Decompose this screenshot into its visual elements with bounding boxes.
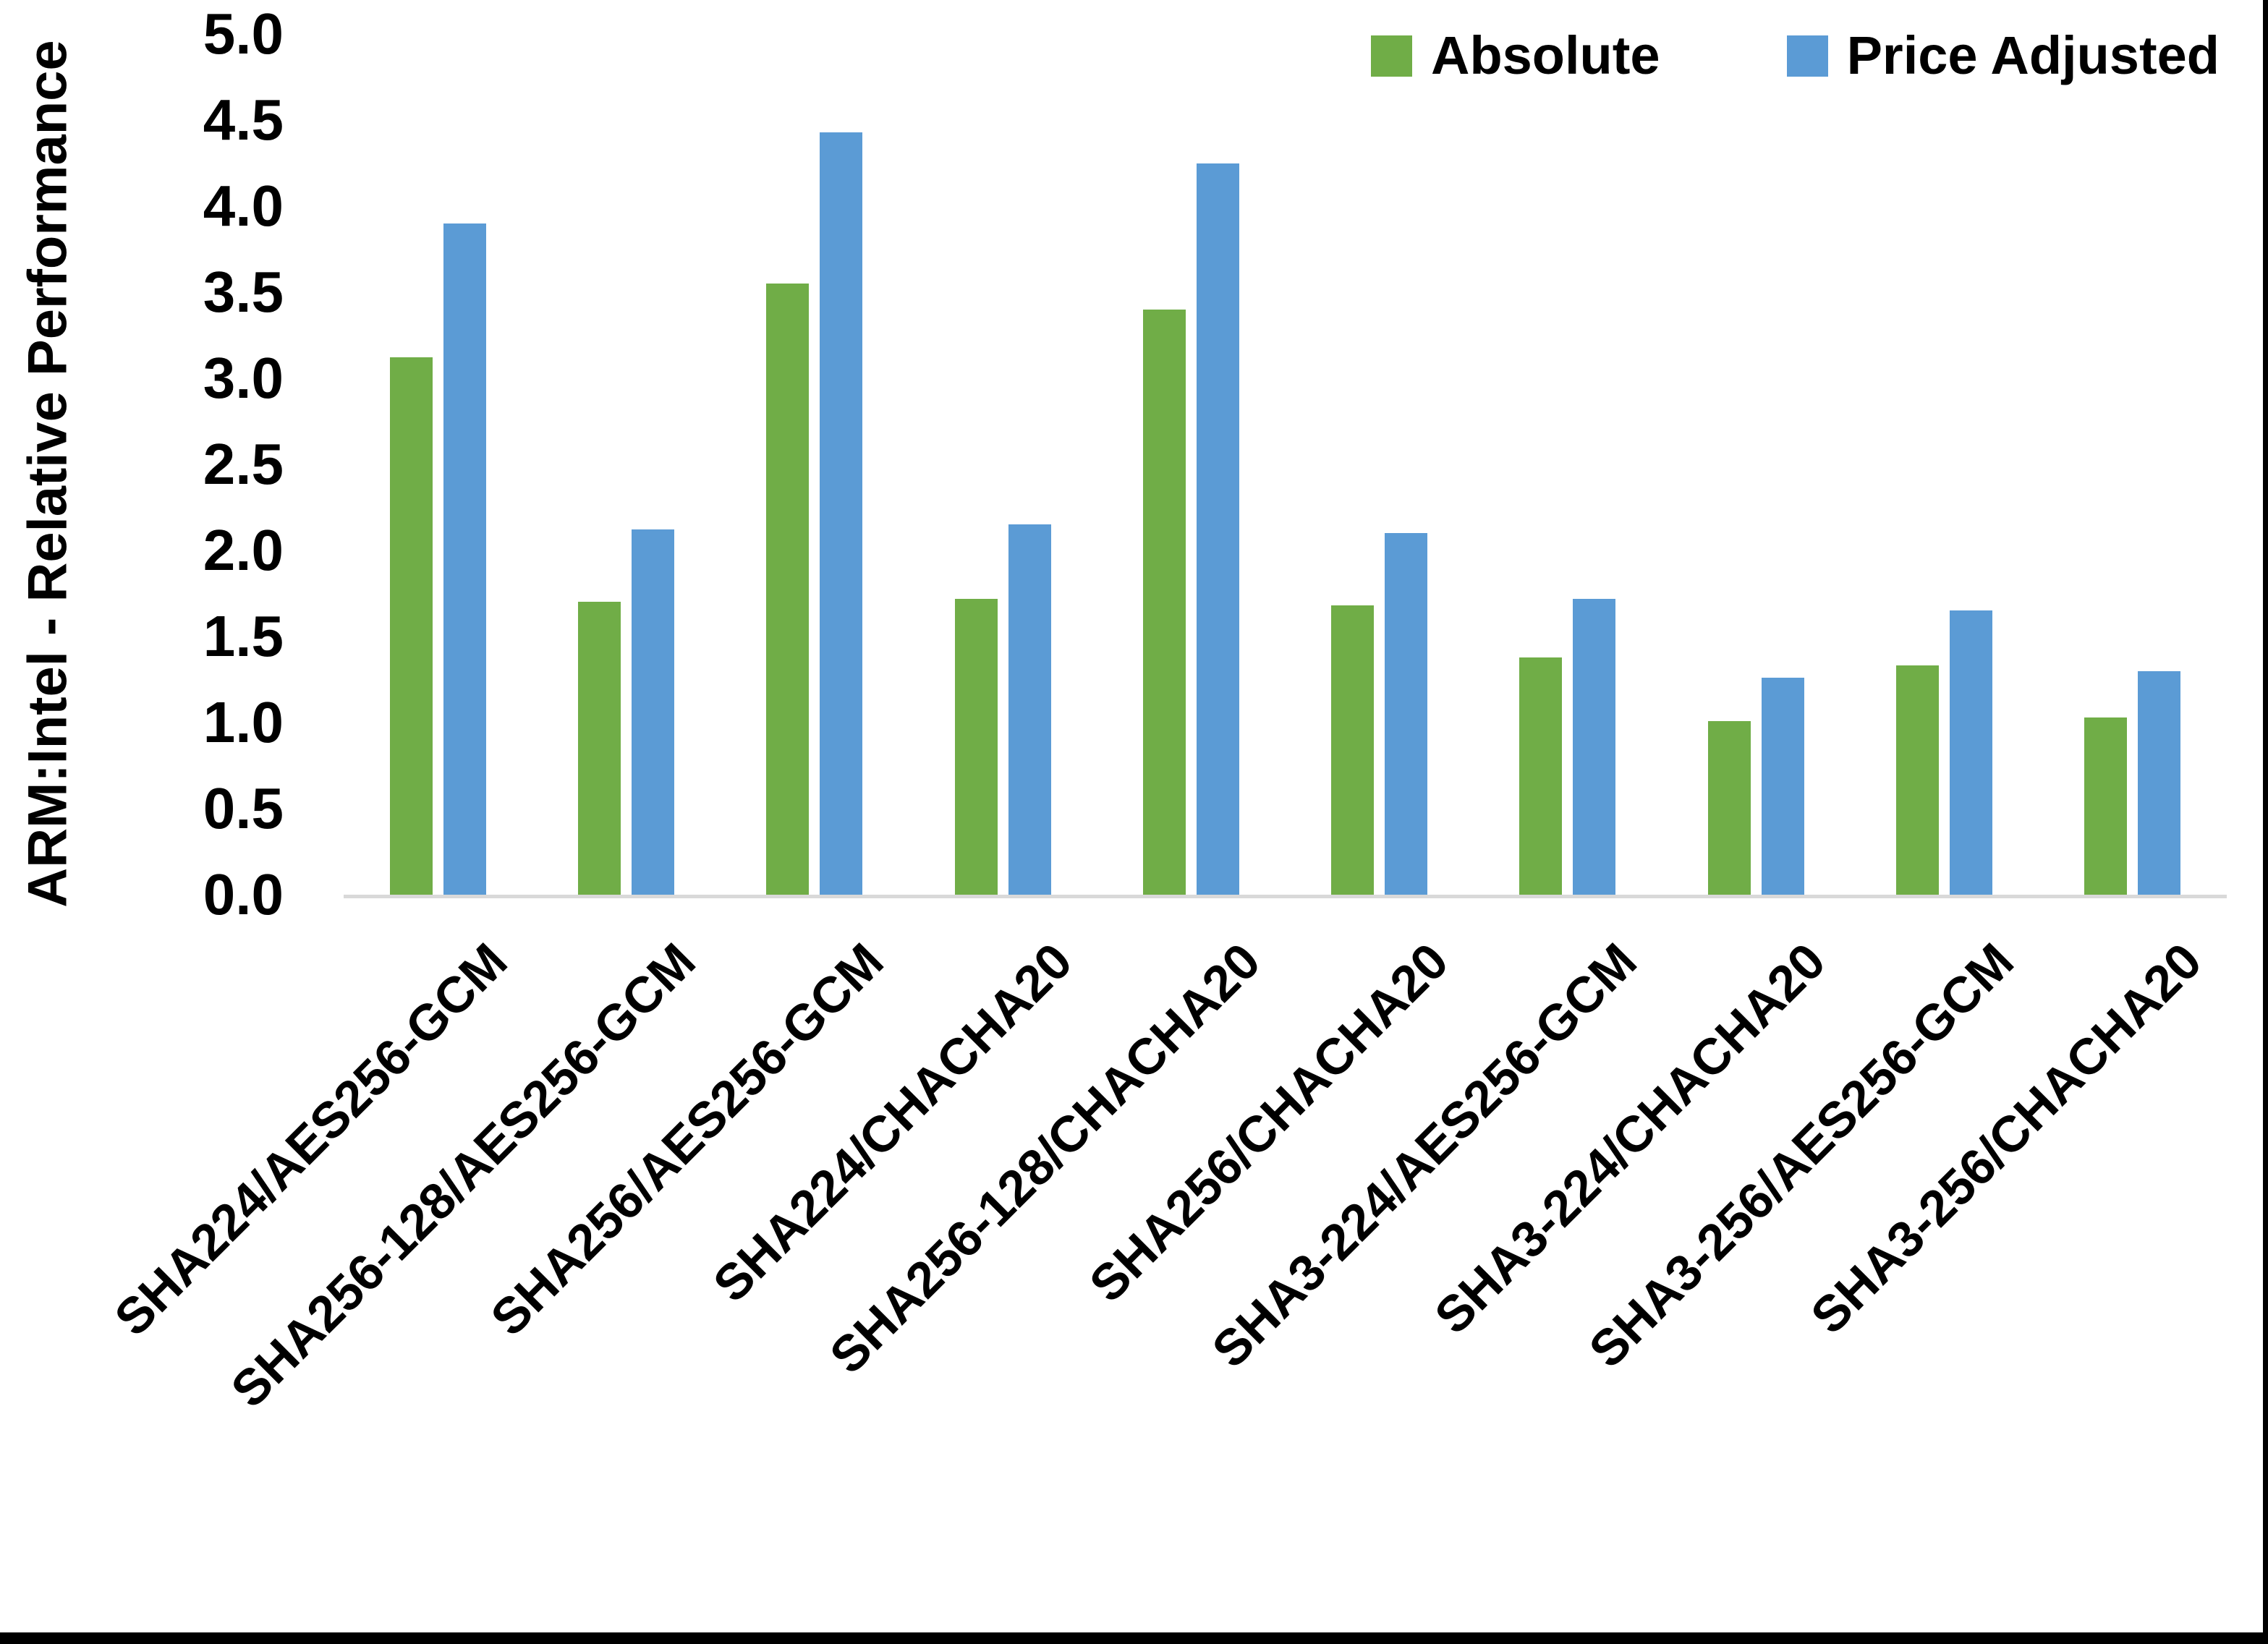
bar-group: SHA224/AES256-GCM [103,34,532,1346]
y-axis-ticks: 5.0 4.5 4.0 3.5 3.0 2.5 2.0 1.5 1.0 0.5 0.0 [0,0,284,1632]
bar-price-adjusted [1008,524,1051,895]
plot-area: SHA224/AES256-GCM SHA256-128/AES256-GCM SH… [103,34,2227,1418]
y-tick-label: 5.0 [203,1,284,66]
bar-group: SHA3-256/CHACHA20 [1801,34,2227,1345]
y-tick-label: 4.0 [203,174,284,238]
legend: Absolute Price Adjusted [1371,29,2220,82]
bar-absolute [389,357,433,895]
y-tick-label: 1.0 [203,690,284,754]
y-tick-label: 2.5 [203,432,284,496]
bar-absolute [954,598,998,895]
x-tick-label: SHA256/CHACHA20 [1079,932,1459,1313]
bar-price-adjusted [820,132,863,895]
x-tick-label: SHA256/AES256-GCM [480,932,895,1347]
x-axis-line [344,895,2227,898]
legend-item-price-adjusted: Price Adjusted [1786,25,2220,85]
bar-absolute [577,602,621,895]
bar-price-adjusted [631,529,674,895]
bar-price-adjusted [2138,670,2181,895]
bar-absolute [766,284,810,895]
y-tick-label: 3.5 [203,260,284,324]
x-tick-label: SHA3-256/CHACHA20 [1800,932,2213,1345]
y-tick-label: 4.5 [203,88,284,152]
legend-swatch-absolute-icon [1371,35,1412,77]
bar-price-adjusted [1196,163,1239,895]
x-tick-label: SHA224/CHACHA20 [702,932,1083,1313]
bar-absolute [1142,309,1186,895]
bar-group: SHA3-224/CHACHA20 [1424,34,1850,1345]
bar-price-adjusted [443,223,486,895]
bar-group: SHA256/AES256-GCM [480,34,909,1346]
bar-group: SHA256-128/CHACHA20 [819,34,1285,1384]
y-tick-label: 0.5 [203,776,284,840]
bar-group: SHA224/CHACHA20 [702,34,1097,1313]
legend-label-absolute: Absolute [1431,25,1660,85]
legend-label-price-adjusted: Price Adjusted [1846,25,2220,85]
bar-absolute [1519,657,1563,895]
y-tick-label: 3.0 [203,346,284,410]
bar-group: SHA3-224/AES256-GCM [1202,34,1662,1379]
bar-group: SHA256/CHACHA20 [1079,34,1473,1313]
x-tick-label: SHA3-224/CHACHA20 [1424,932,1836,1345]
y-tick-label: 1.5 [203,604,284,668]
bar-price-adjusted [1950,610,1993,895]
bar-absolute [2084,717,2128,895]
bar-group: SHA256-128/AES256-GCM [220,34,720,1418]
bar-price-adjusted [1761,678,1804,895]
legend-swatch-price-adjusted-icon [1786,35,1828,77]
bar-absolute [1896,665,1940,895]
bar-group: SHA3-256/AES256-GCM [1579,34,2038,1379]
y-tick-label: 0.0 [203,862,284,927]
legend-item-absolute: Absolute [1371,29,1660,82]
bar-price-adjusted [1385,533,1428,895]
bar-absolute [1707,720,1751,895]
bar-price-adjusted [1573,598,1616,895]
y-tick-label: 2.0 [203,518,284,582]
bar-absolute [1331,605,1375,895]
